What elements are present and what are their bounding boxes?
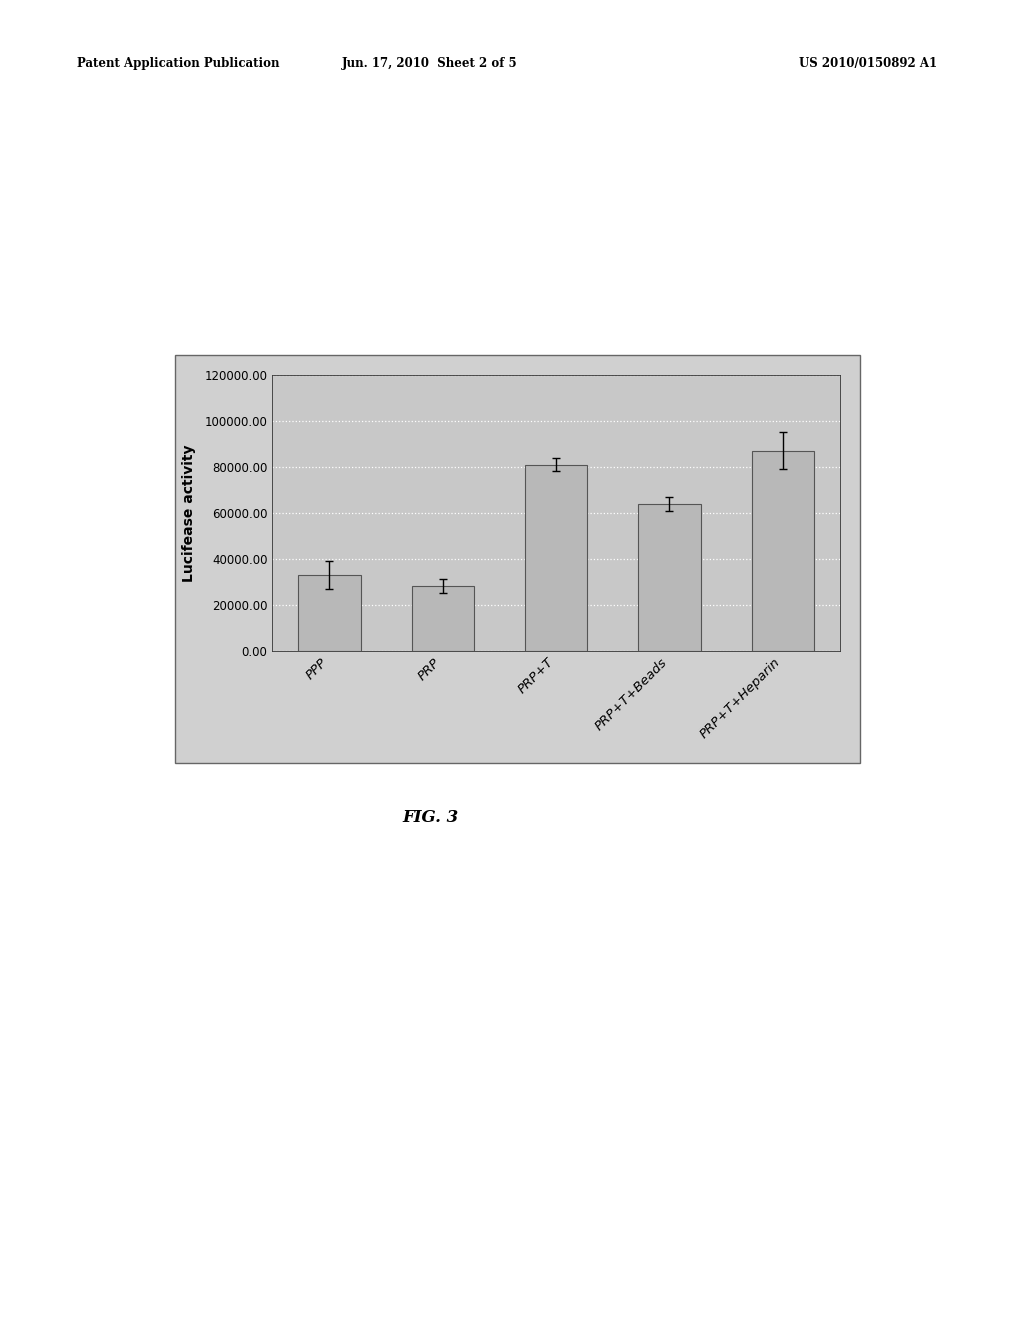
Y-axis label: Lucifease activity: Lucifease activity: [182, 444, 197, 582]
Text: Patent Application Publication: Patent Application Publication: [77, 57, 280, 70]
Bar: [525, 465, 587, 651]
Bar: [412, 586, 474, 651]
Bar: [752, 450, 814, 651]
Bar: [298, 576, 360, 651]
Text: Jun. 17, 2010  Sheet 2 of 5: Jun. 17, 2010 Sheet 2 of 5: [342, 57, 518, 70]
Text: US 2010/0150892 A1: US 2010/0150892 A1: [799, 57, 937, 70]
Text: FIG. 3: FIG. 3: [402, 809, 458, 826]
Bar: [638, 504, 700, 651]
